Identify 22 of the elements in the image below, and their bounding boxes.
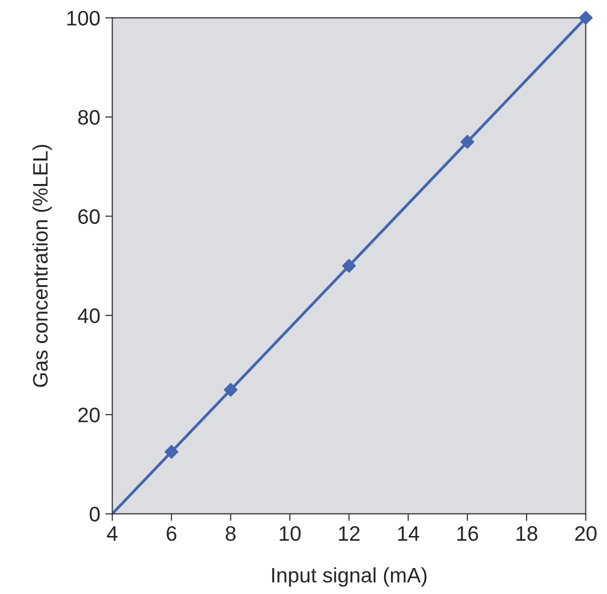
point bbox=[460, 134, 474, 149]
x-tick-label: 6 bbox=[166, 526, 176, 541]
y-tick-label: 0 bbox=[90, 506, 100, 522]
y-tick-label: 100 bbox=[67, 10, 100, 26]
y-tick-label: 40 bbox=[78, 308, 100, 324]
point bbox=[342, 258, 356, 273]
point bbox=[164, 444, 178, 459]
y-tick-label: 80 bbox=[78, 110, 100, 125]
x-axis-title: Input signal (mA) bbox=[272, 567, 426, 587]
y-tick-label: 20 bbox=[78, 408, 100, 422]
x-tick-label: 16 bbox=[457, 526, 478, 541]
x-tick-label: 20 bbox=[575, 526, 597, 541]
x-tick-label: 4 bbox=[106, 526, 118, 541]
x-tick-label: 10 bbox=[280, 526, 301, 541]
point bbox=[224, 382, 238, 397]
point bbox=[578, 10, 593, 25]
x-tick-label: 12 bbox=[339, 526, 360, 541]
x-tick-label: 18 bbox=[516, 526, 538, 541]
x-tick-label: 8 bbox=[226, 526, 236, 541]
x-tick-label: 14 bbox=[398, 526, 420, 541]
y-tick-label: 60 bbox=[78, 209, 100, 224]
y-axis-title: Gas concentration (%LEL) bbox=[32, 144, 52, 387]
